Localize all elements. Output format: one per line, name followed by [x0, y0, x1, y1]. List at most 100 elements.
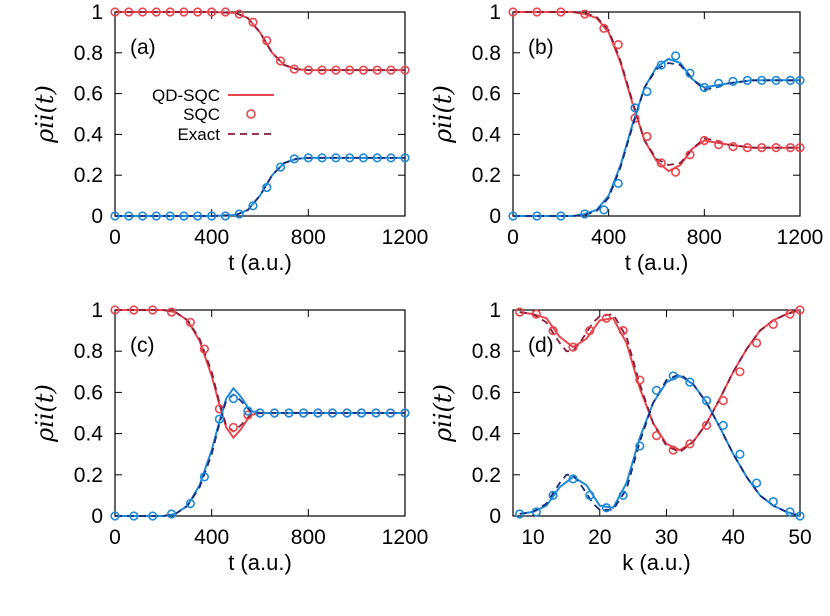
series-marker-blue [568, 474, 578, 484]
series-marker-blue [248, 201, 258, 211]
y-tick-label: 0.4 [74, 423, 104, 446]
series-exact-blue [513, 62, 800, 217]
series-marker-blue [651, 385, 662, 395]
series-marker-red [771, 143, 781, 153]
series-marker-blue [289, 154, 299, 164]
x-tick-label: 800 [291, 526, 326, 549]
series-line-blue [115, 156, 405, 217]
series-marker-red [220, 7, 231, 17]
y-tick-label: 0 [91, 205, 103, 228]
series-line-red [115, 11, 405, 72]
series-exact-red [513, 11, 800, 166]
y-axis-label: ρii(t) [31, 85, 59, 144]
series-marker-blue [785, 507, 795, 517]
panel-1: 0 0.2 0.4 0.6 0.8 1 0 400 800 1200 t (a.u.) ρii(t) (… [31, 1, 428, 275]
y-tick-label: 0.8 [472, 42, 501, 65]
series-marker-red [386, 65, 396, 75]
series-marker-red [735, 367, 745, 377]
series-exact-red [115, 11, 405, 71]
series-marker-blue [148, 511, 158, 521]
series-marker-red [656, 158, 666, 168]
series-marker-red [568, 342, 578, 352]
series-marker-blue [795, 511, 805, 521]
y-tick-label: 0.6 [472, 83, 501, 106]
series-marker-red [275, 56, 286, 66]
series-marker-red [358, 65, 369, 75]
series-marker-red [651, 431, 662, 441]
series-marker-blue [671, 51, 681, 61]
series-marker-blue [795, 75, 805, 85]
series-marker-blue [151, 211, 161, 221]
y-tick-label: 0.2 [472, 464, 501, 487]
series-marker-red [585, 326, 595, 336]
series-marker-red [110, 305, 120, 315]
series-marker-blue [508, 211, 518, 221]
series-marker-red [785, 309, 795, 319]
series-marker-red [601, 313, 612, 323]
series-marker-red [701, 420, 712, 430]
x-tick-label: 1200 [777, 226, 824, 249]
series-marker-red [548, 326, 558, 336]
series-marker-blue [356, 408, 367, 418]
series-marker-blue [685, 377, 695, 387]
series-marker-red [599, 23, 609, 33]
series-exact-red [519, 309, 801, 454]
series-line-red [115, 309, 405, 440]
series-marker-blue [599, 205, 609, 215]
series-marker-blue [275, 162, 286, 172]
x-axis-label: t (a.u.) [228, 550, 292, 575]
x-tick-label: 1200 [382, 526, 429, 549]
series-marker-blue [642, 86, 652, 97]
series-line-red [513, 11, 800, 173]
series-marker-red [728, 142, 738, 152]
series-marker-red [129, 305, 139, 315]
x-tick-label: 400 [194, 526, 229, 549]
series-marker-red [635, 375, 645, 385]
series-marker-blue [303, 153, 313, 163]
series-marker-red [199, 344, 210, 354]
series-marker-blue [785, 75, 796, 85]
series-marker-red [165, 7, 175, 17]
series-marker-blue [757, 75, 767, 85]
series-marker-blue [165, 211, 175, 221]
series-marker-blue [718, 420, 728, 430]
series-marker-blue [768, 496, 778, 507]
panel-3: 0 0.2 0.4 0.6 0.8 1 0 400 800 1200 t (a.u.) ρii(t) (… [31, 299, 428, 575]
series-marker-blue [400, 153, 410, 163]
series-marker-blue [199, 472, 210, 482]
series-marker-blue [699, 82, 709, 93]
series-marker-red [303, 65, 313, 75]
y-tick-label: 1 [489, 1, 501, 24]
series-marker-blue [386, 153, 396, 163]
y-tick-label: 0.4 [74, 123, 104, 146]
x-tick-label: 20 [588, 526, 611, 549]
series-marker-red [685, 150, 695, 160]
series-line-red [519, 309, 801, 452]
series-marker-red [151, 7, 161, 17]
series-marker-blue [585, 490, 595, 501]
series-marker-blue [313, 408, 323, 418]
series-marker-blue [166, 509, 177, 519]
series-marker-red [532, 7, 542, 17]
series-marker-red [185, 317, 195, 327]
series-marker-red [752, 338, 762, 348]
series-exact-blue [519, 372, 801, 517]
y-tick-label: 1 [91, 1, 103, 24]
y-tick-label: 0 [489, 505, 501, 528]
series-marker-blue [372, 153, 382, 163]
series-marker-blue [220, 211, 231, 221]
series-marker-red [699, 135, 709, 146]
series-marker-red [179, 7, 189, 17]
series-marker-blue [742, 75, 752, 85]
series-marker-blue [752, 478, 762, 488]
panel-4: 0 0.2 0.4 0.6 0.8 1 10 20 30 40 50 k (a.u.) ρii(t) (d… [429, 299, 812, 575]
series-marker-blue [400, 408, 410, 418]
series-marker-blue [371, 408, 381, 418]
series-marker-blue [207, 211, 217, 221]
y-tick-label: 0.8 [74, 42, 103, 65]
series-marker-blue [214, 414, 224, 424]
y-axis-label: ρii(t) [429, 384, 457, 443]
series-marker-blue [728, 76, 738, 86]
series-marker-red [148, 305, 158, 315]
series-exact-blue [115, 156, 405, 217]
